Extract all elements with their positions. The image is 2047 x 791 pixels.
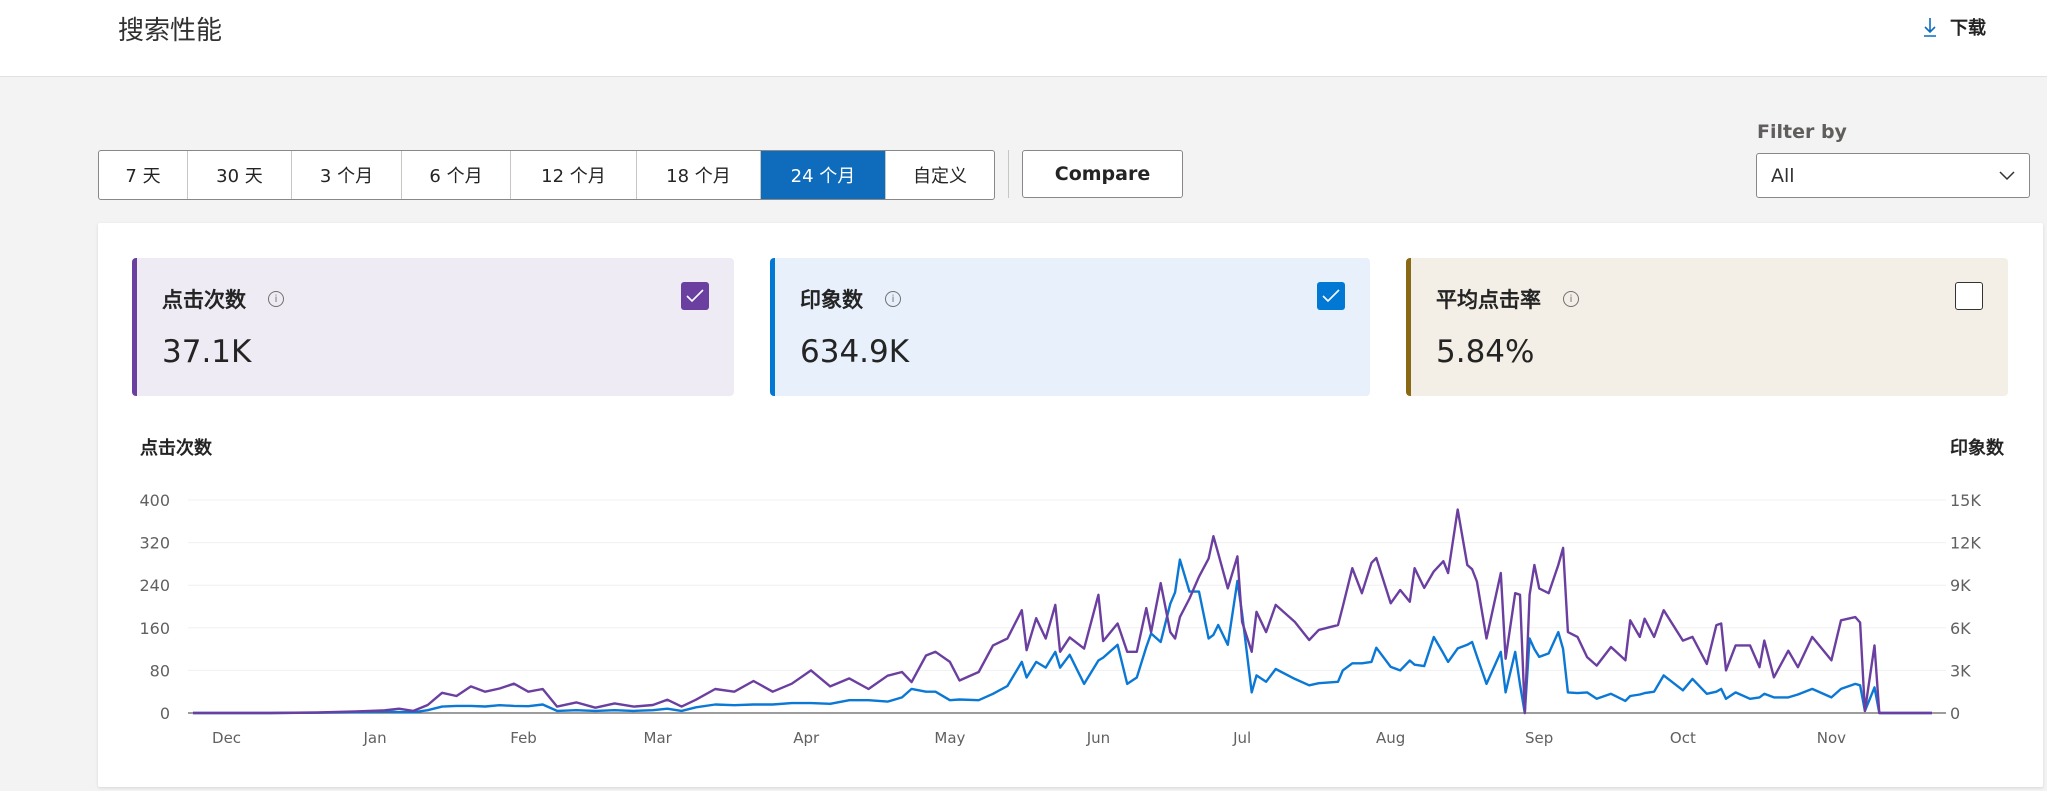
download-label: 下载 [1950,18,1986,39]
right-tick-label: 6K [1950,619,1971,638]
left-tick-label: 80 [150,661,170,680]
metric-label: 平均点击率 [1436,288,1541,312]
range-button[interactable]: 自定义 [913,166,967,187]
right-tick-label: 15K [1950,491,1981,510]
x-tick-label: Jul [1232,729,1251,747]
x-tick-label: Aug [1376,729,1405,747]
info-icon[interactable]: i [885,291,901,307]
metric-tile-clicks[interactable]: 点击次数 i 37.1K [132,258,734,396]
metric-tile-ctr[interactable]: 平均点击率 i 5.84% [1406,258,2008,396]
filter-label: Filter by [1757,121,1847,143]
chevron-down-icon [1999,170,2015,180]
range-button[interactable]: 3 个月 [292,151,402,199]
x-tick-label: Feb [510,729,537,747]
range-button[interactable]: 30 天 [188,151,292,199]
filter-value: All [1771,164,1795,187]
clicks-line [193,508,1932,715]
compare-button[interactable]: Compare [1022,150,1183,198]
x-tick-label: Oct [1670,729,1696,747]
x-tick-label: Nov [1817,729,1846,747]
left-tick-label: 400 [139,491,170,510]
left-tick-label: 240 [139,576,170,595]
download-arrow-icon [1924,18,1936,37]
range-button[interactable]: 24 个月 [761,151,886,199]
x-tick-label: May [934,729,965,747]
checkmark-icon [686,289,704,303]
metric-value: 37.1K [162,334,252,370]
left-tick-label: 160 [139,619,170,638]
metric-value: 5.84% [1436,334,1535,370]
toolbar-divider [1008,150,1009,198]
left-tick-label: 320 [139,534,170,553]
range-button[interactable]: 12 个月 [511,151,637,199]
filter-select[interactable]: All [1756,153,2030,198]
x-tick-label: Jan [362,729,386,747]
metric-checkbox[interactable] [681,282,709,310]
page-title: 搜索性能 [118,16,223,46]
metric-label: 点击次数 [162,288,246,312]
metric-label: 印象数 [800,288,863,312]
page-header [0,0,2047,77]
right-tick-label: 3K [1950,661,1971,680]
metric-tile-impressions[interactable]: 印象数 i 634.9K [770,258,1370,396]
download-button[interactable]: 下载 [1922,14,1986,40]
info-icon[interactable]: i [1563,291,1579,307]
metric-checkbox[interactable] [1955,282,1983,310]
right-tick-label: 0 [1950,704,1960,723]
checkmark-icon [1322,289,1340,303]
x-tick-label: Sep [1525,729,1553,747]
x-tick-label: Dec [212,729,241,747]
right-axis-title: 印象数 [1950,438,2004,459]
x-tick-label: Apr [793,729,820,747]
left-axis-title: 点击次数 [140,438,212,459]
range-button[interactable]: 7 天 [99,151,188,199]
metric-checkbox[interactable] [1317,282,1345,310]
info-icon[interactable]: i [268,291,284,307]
right-tick-label: 12K [1950,534,1981,553]
metric-value: 634.9K [800,334,910,370]
right-tick-label: 9K [1950,576,1971,595]
range-button[interactable]: 18 个月 [637,151,761,199]
impressions-line [193,558,1932,715]
x-tick-label: Jun [1086,729,1110,747]
left-tick-label: 0 [160,704,170,723]
x-tick-label: Mar [644,729,673,747]
range-button[interactable]: 6 个月 [402,151,511,199]
